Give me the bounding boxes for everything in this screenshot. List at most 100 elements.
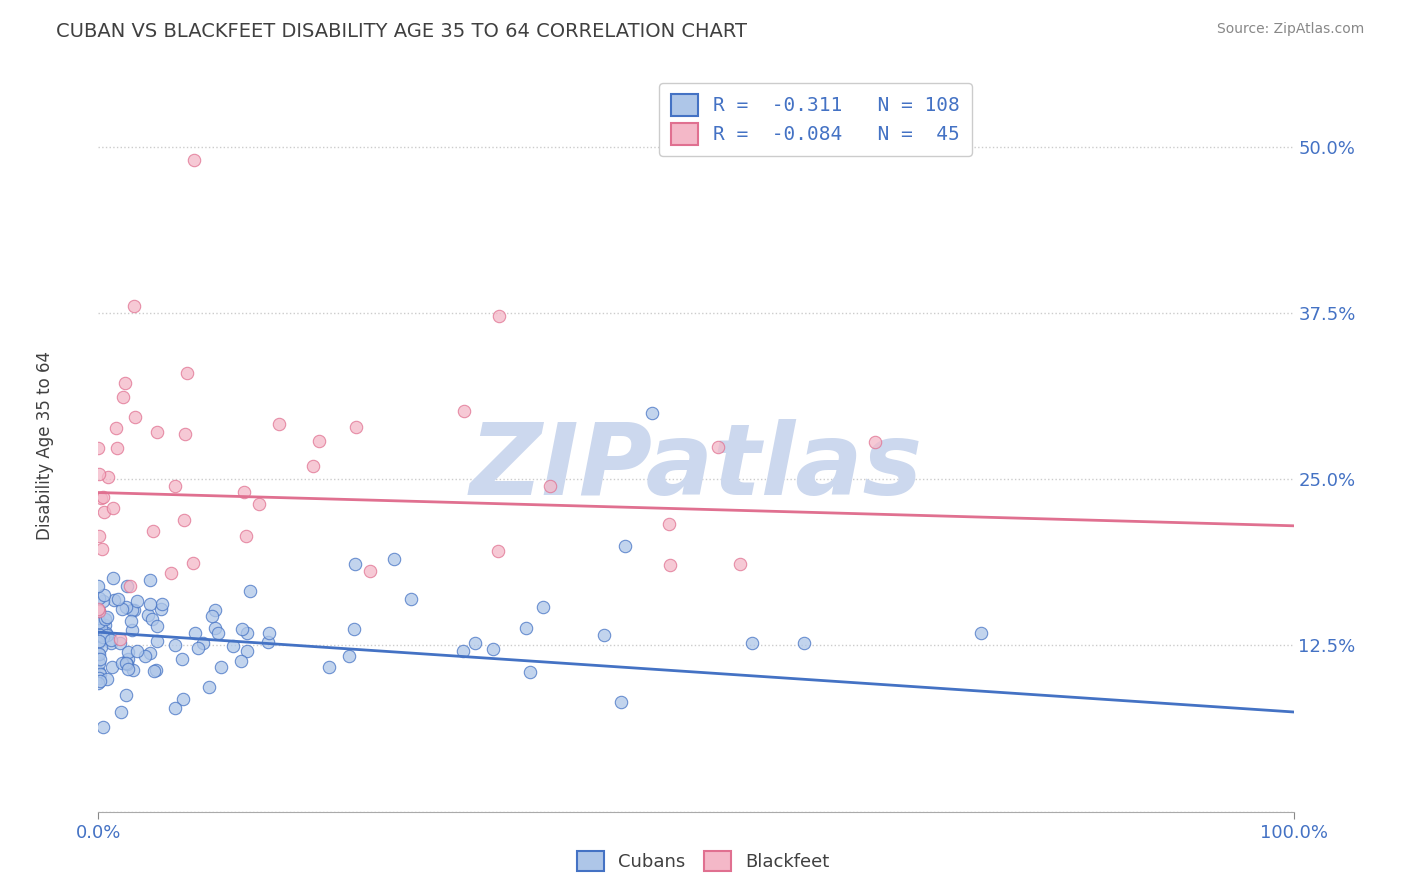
Point	[318, 659, 340, 673]
Point	[121, 603, 143, 617]
Point	[464, 636, 486, 650]
Point	[176, 366, 198, 380]
Point	[207, 625, 229, 640]
Text: Disability Age 35 to 64: Disability Age 35 to 64	[35, 351, 53, 541]
Point	[121, 663, 143, 677]
Point	[89, 671, 111, 685]
Point	[145, 663, 167, 677]
Point	[173, 513, 195, 527]
Point	[359, 564, 381, 578]
Point	[87, 621, 110, 635]
Point	[538, 479, 561, 493]
Point	[142, 524, 165, 538]
Point	[110, 636, 132, 650]
Point	[111, 390, 134, 404]
Point	[115, 657, 138, 672]
Point	[89, 666, 111, 681]
Point	[134, 648, 156, 663]
Point	[87, 648, 110, 662]
Point	[486, 543, 509, 558]
Point	[482, 642, 505, 657]
Point	[204, 603, 226, 617]
Point	[658, 516, 681, 531]
Point	[163, 638, 186, 652]
Point	[233, 484, 256, 499]
Point	[114, 656, 136, 670]
Point	[610, 695, 633, 709]
Point	[236, 626, 259, 640]
Text: ZIPatlas: ZIPatlas	[470, 419, 922, 516]
Point	[90, 491, 112, 505]
Point	[139, 597, 162, 611]
Point	[91, 630, 114, 644]
Point	[124, 299, 146, 313]
Point	[100, 635, 122, 649]
Point	[793, 636, 815, 650]
Point	[191, 635, 214, 649]
Point	[89, 673, 111, 688]
Point	[302, 459, 325, 474]
Point	[87, 591, 110, 605]
Point	[87, 611, 110, 625]
Point	[222, 639, 245, 653]
Point	[344, 420, 367, 434]
Point	[136, 608, 159, 623]
Point	[87, 636, 110, 650]
Point	[308, 434, 330, 448]
Point	[231, 623, 253, 637]
Point	[201, 608, 224, 623]
Point	[382, 552, 405, 566]
Point	[515, 622, 537, 636]
Point	[592, 627, 614, 641]
Point	[105, 442, 128, 456]
Legend: R =  -0.311   N = 108, R =  -0.084   N =  45: R = -0.311 N = 108, R = -0.084 N = 45	[659, 83, 972, 156]
Point	[139, 646, 162, 660]
Point	[117, 645, 139, 659]
Point	[101, 571, 124, 585]
Point	[531, 599, 554, 614]
Point	[181, 556, 204, 570]
Point	[117, 652, 139, 666]
Point	[172, 652, 194, 666]
Point	[115, 688, 138, 702]
Point	[706, 440, 728, 454]
Point	[110, 705, 132, 719]
Point	[100, 659, 122, 673]
Point	[103, 593, 125, 607]
Point	[235, 643, 257, 657]
Point	[256, 635, 278, 649]
Point	[453, 404, 475, 418]
Point	[399, 592, 422, 607]
Point	[93, 490, 115, 504]
Point	[614, 539, 637, 553]
Point	[90, 621, 112, 635]
Point	[96, 672, 118, 686]
Point	[89, 656, 111, 670]
Point	[125, 643, 148, 657]
Point	[111, 601, 134, 615]
Point	[114, 376, 136, 391]
Point	[87, 467, 110, 482]
Point	[91, 594, 114, 608]
Point	[150, 597, 173, 611]
Point	[172, 692, 194, 706]
Point	[87, 528, 110, 542]
Point	[337, 649, 360, 664]
Point	[87, 676, 110, 690]
Point	[87, 602, 110, 616]
Point	[87, 646, 110, 660]
Point	[100, 633, 122, 648]
Point	[120, 614, 142, 628]
Point	[93, 505, 115, 519]
Point	[93, 588, 115, 602]
Point	[183, 153, 205, 167]
Point	[163, 701, 186, 715]
Point	[741, 636, 763, 650]
Point	[115, 579, 138, 593]
Point	[141, 612, 163, 626]
Point	[641, 406, 664, 420]
Point	[107, 592, 129, 607]
Point	[865, 434, 887, 449]
Point	[96, 627, 118, 641]
Point	[87, 442, 110, 456]
